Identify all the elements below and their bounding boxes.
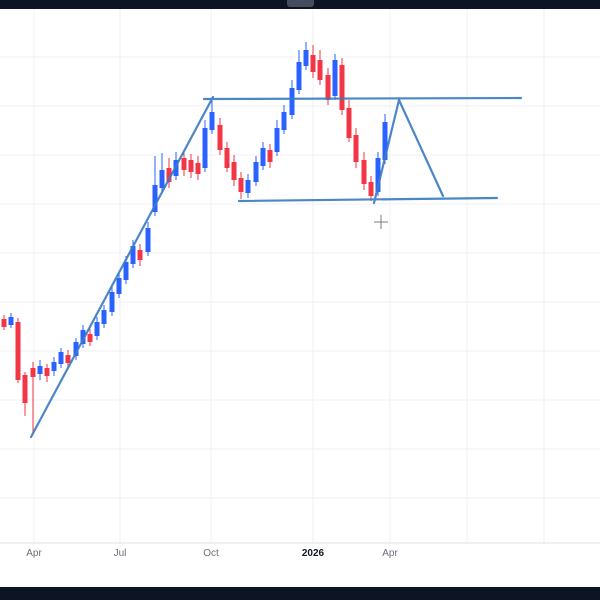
candle-body[interactable] [296, 62, 302, 90]
candle-body[interactable] [15, 322, 21, 380]
candle-body[interactable] [339, 65, 345, 110]
window-bottom-bar [0, 587, 600, 600]
resistance-line-drawing[interactable] [202, 96, 523, 101]
drawings [29, 95, 523, 439]
candle-body[interactable] [289, 88, 295, 115]
grid [0, 7, 600, 543]
candle-body[interactable] [101, 310, 107, 324]
candle-body[interactable] [238, 178, 244, 192]
time-axis-label: 2026 [302, 548, 325, 559]
time-axis-label: Oct [203, 548, 219, 559]
zigzag-projection-drawing[interactable] [372, 96, 445, 205]
candle-body[interactable] [368, 182, 374, 196]
candle-body[interactable] [346, 108, 352, 138]
candle-body[interactable] [1, 319, 7, 327]
candle-body[interactable] [353, 135, 359, 162]
candle-body[interactable] [195, 163, 201, 174]
candle-body[interactable] [231, 162, 237, 180]
candles [1, 42, 388, 434]
candle-body[interactable] [375, 158, 381, 192]
time-axis-label: Jul [114, 548, 127, 559]
candle-body[interactable] [109, 292, 115, 312]
candle-body[interactable] [44, 368, 50, 376]
candle-body[interactable] [260, 148, 266, 166]
candle-body[interactable] [58, 352, 64, 364]
candle-body[interactable] [130, 246, 136, 264]
candle-body[interactable] [209, 112, 215, 130]
candle-body[interactable] [166, 168, 172, 182]
candle-body[interactable] [202, 128, 208, 168]
candle-body[interactable] [152, 185, 158, 212]
window-top-bar [0, 0, 600, 9]
candle-body[interactable] [303, 50, 309, 66]
candle-body[interactable] [253, 162, 259, 182]
candle-body[interactable] [116, 278, 122, 294]
crosshair-cursor [374, 215, 388, 229]
candle-body[interactable] [217, 125, 223, 150]
candle-body[interactable] [224, 148, 230, 168]
candle-body[interactable] [94, 322, 100, 336]
candle-body[interactable] [65, 355, 71, 363]
candle-body[interactable] [80, 330, 86, 344]
candle-body[interactable] [159, 170, 165, 188]
candle-body[interactable] [332, 60, 338, 96]
candle-body[interactable] [87, 334, 93, 342]
candle-body[interactable] [123, 262, 129, 280]
candle-body[interactable] [8, 317, 14, 325]
candle-body[interactable] [22, 375, 28, 403]
candle-body[interactable] [188, 160, 194, 172]
candle-body[interactable] [281, 112, 287, 130]
candle-body[interactable] [361, 160, 367, 184]
candle-body[interactable] [51, 362, 57, 371]
candle-body[interactable] [274, 128, 280, 152]
time-axis-label: Apr [26, 548, 42, 559]
candle-body[interactable] [310, 55, 316, 72]
candle-body[interactable] [181, 158, 187, 170]
candle-body[interactable] [267, 150, 273, 162]
candle-body[interactable] [137, 250, 143, 260]
trendline-drawing[interactable] [29, 95, 215, 439]
candle-body[interactable] [73, 342, 79, 356]
candle-body[interactable] [30, 368, 36, 377]
candle-body[interactable] [145, 228, 151, 252]
candle-body[interactable] [325, 75, 331, 100]
support-line-drawing[interactable] [237, 196, 499, 203]
time-axis-label: Apr [382, 548, 398, 559]
candle-body[interactable] [382, 122, 388, 160]
candle-body[interactable] [37, 366, 43, 374]
candle-body[interactable] [245, 180, 251, 193]
top-tab-remnant [287, 0, 314, 7]
candle-body[interactable] [317, 60, 323, 80]
time-axis[interactable]: Apr Jul Oct 2026 Apr [0, 542, 600, 559]
